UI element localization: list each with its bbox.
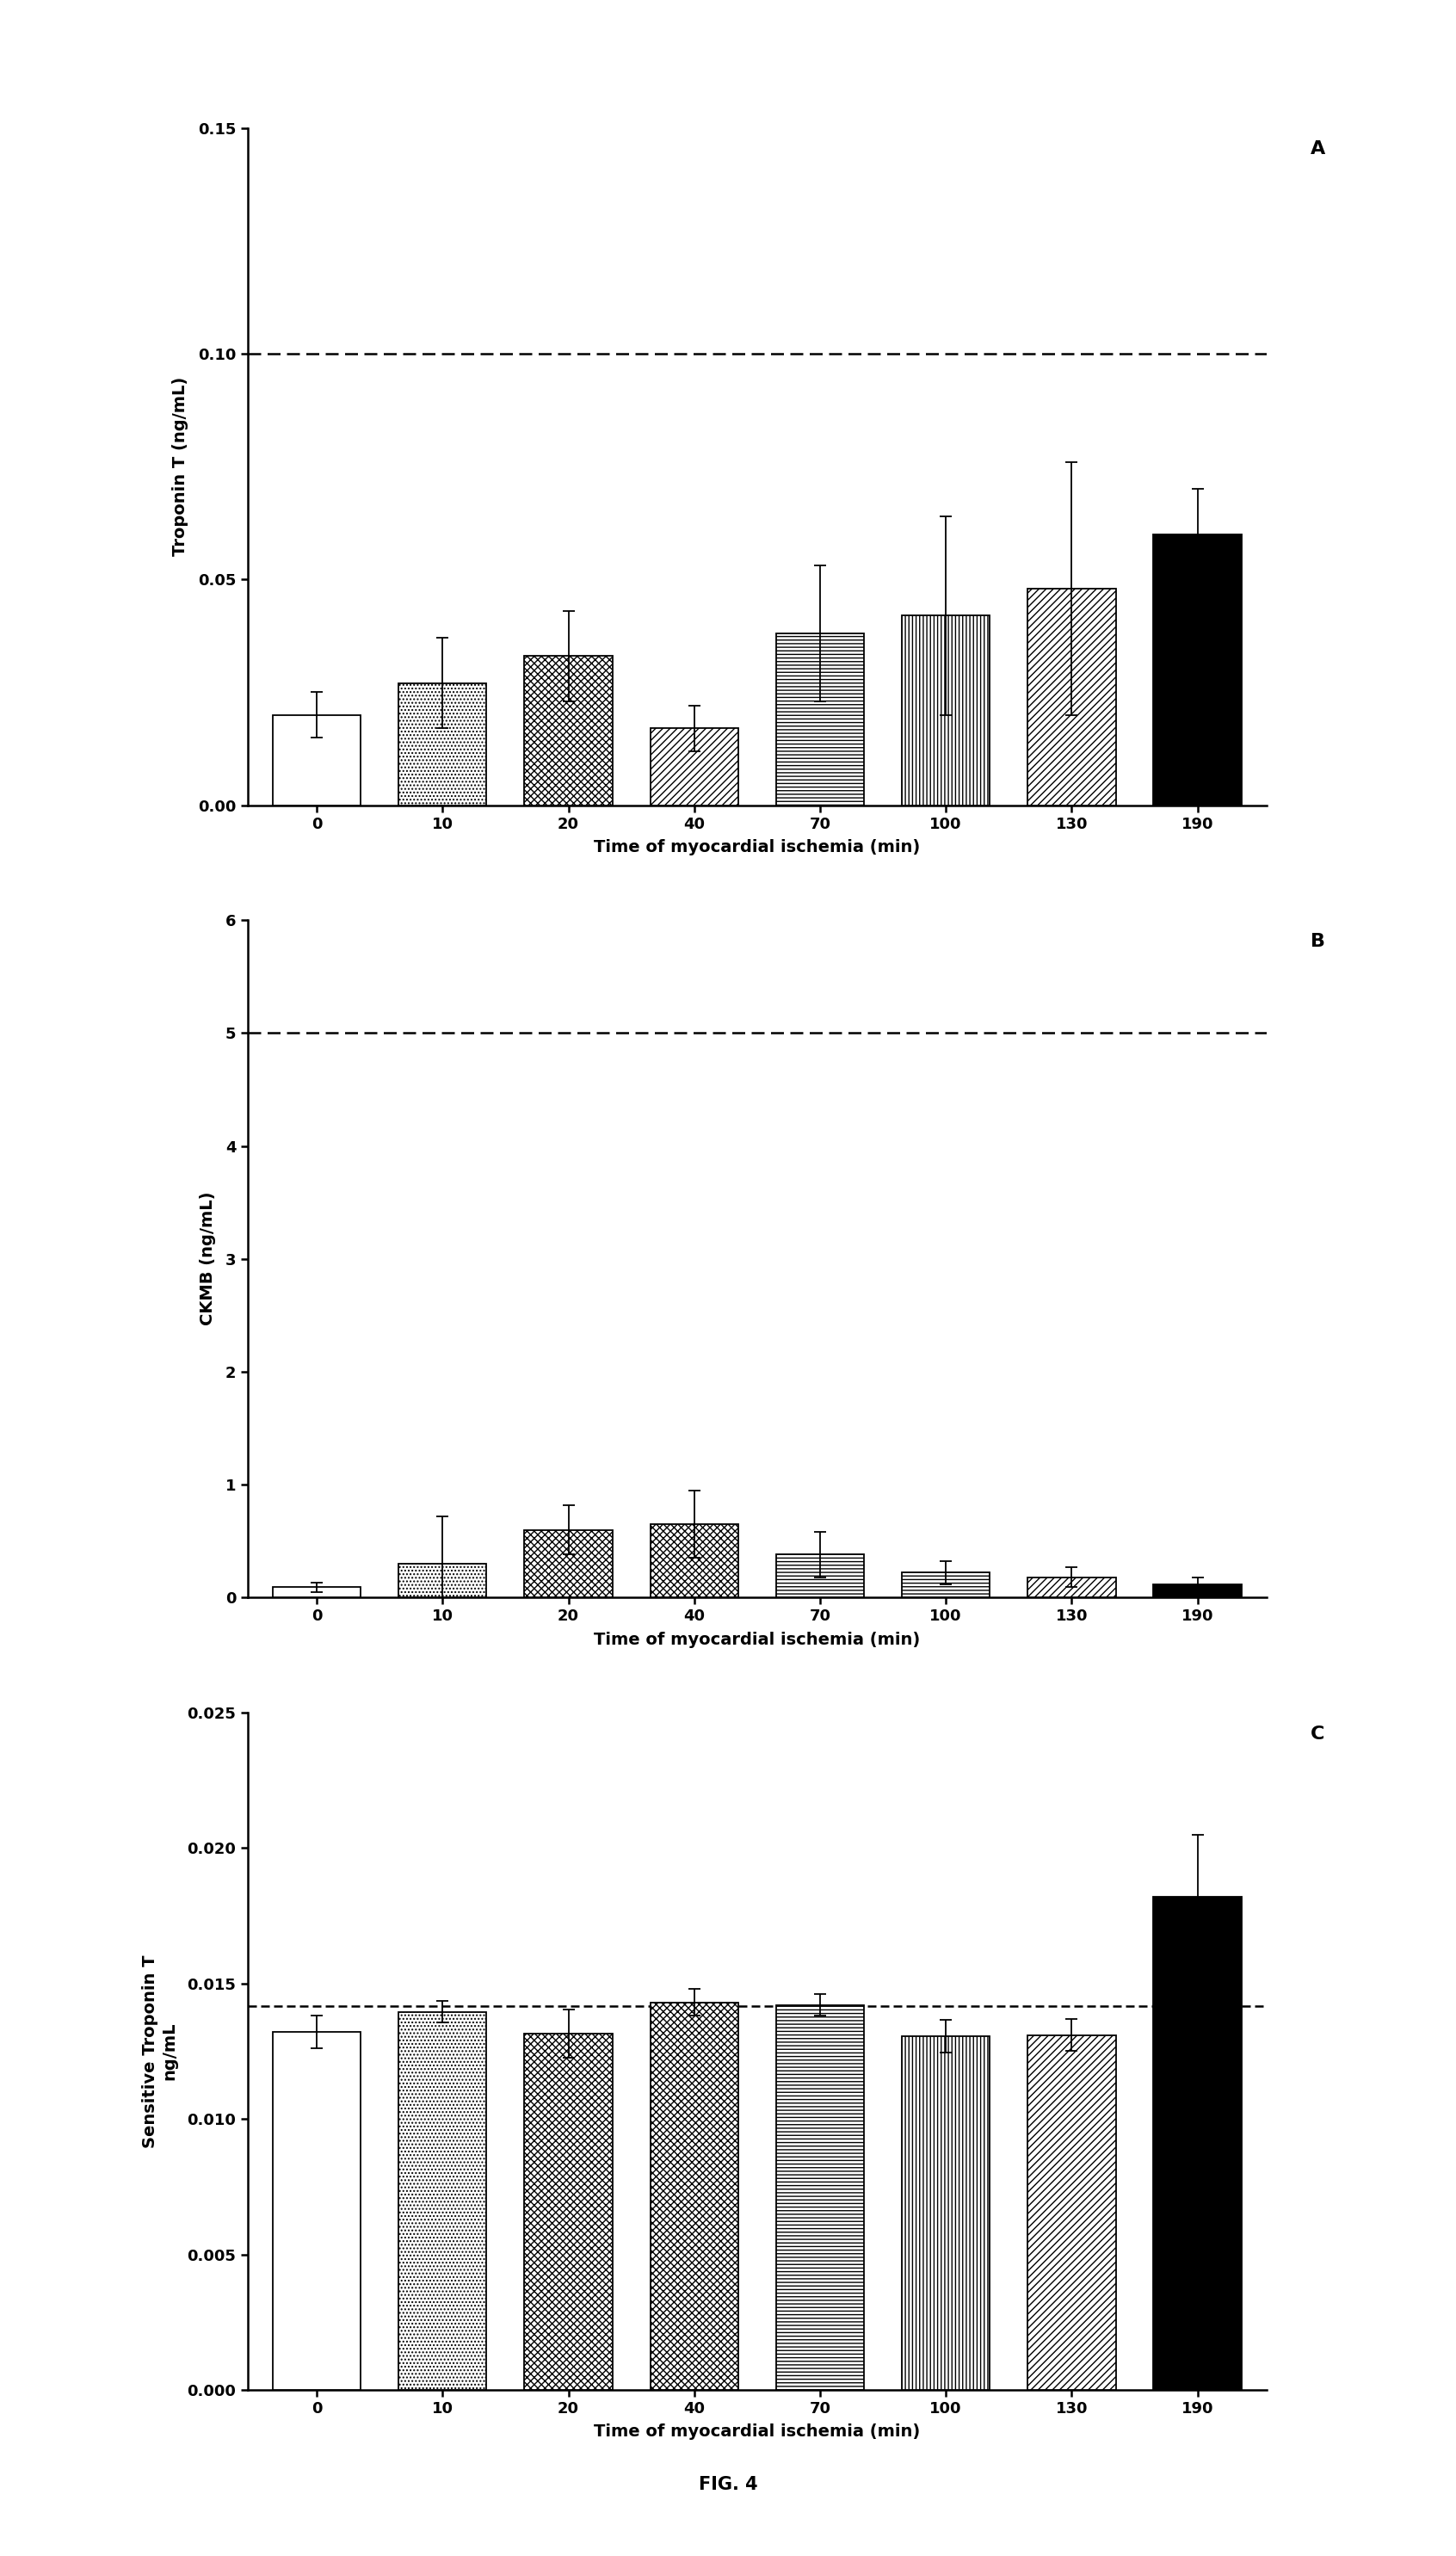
X-axis label: Time of myocardial ischemia (min): Time of myocardial ischemia (min) [594, 2423, 920, 2441]
Text: C: C [1310, 1725, 1325, 1743]
Bar [1028, 2035, 1115, 2390]
Y-axis label: CKMB (ng/mL): CKMB (ng/mL) [199, 1191, 215, 1327]
Text: A: A [1310, 141, 1325, 158]
Bar [272, 1587, 361, 1598]
Y-axis label: Troponin T (ng/mL): Troponin T (ng/mL) [172, 376, 188, 557]
Text: B: B [1310, 933, 1325, 951]
Bar [524, 1528, 613, 1598]
Bar [399, 682, 486, 805]
Y-axis label: Sensitive Troponin T
ng/mL: Sensitive Troponin T ng/mL [143, 1955, 178, 2147]
Text: FIG. 4: FIG. 4 [699, 2477, 757, 2492]
Bar [776, 634, 863, 805]
Bar [399, 2012, 486, 2390]
Bar [1153, 534, 1242, 805]
Bar [399, 1564, 486, 1598]
Bar [524, 657, 613, 805]
Bar [651, 2001, 738, 2390]
Bar [1153, 1585, 1242, 1598]
Bar [651, 728, 738, 805]
Bar [901, 616, 990, 805]
Bar [651, 1523, 738, 1598]
Bar [776, 1554, 863, 1598]
Bar [524, 2035, 613, 2390]
Bar [1028, 588, 1115, 805]
Bar [1153, 1897, 1242, 2390]
Bar [901, 1572, 990, 1598]
Bar [901, 2037, 990, 2390]
Bar [272, 716, 361, 805]
X-axis label: Time of myocardial ischemia (min): Time of myocardial ischemia (min) [594, 838, 920, 856]
Bar [272, 2032, 361, 2390]
Bar [1028, 1577, 1115, 1598]
Bar [776, 2004, 863, 2390]
X-axis label: Time of myocardial ischemia (min): Time of myocardial ischemia (min) [594, 1631, 920, 1649]
